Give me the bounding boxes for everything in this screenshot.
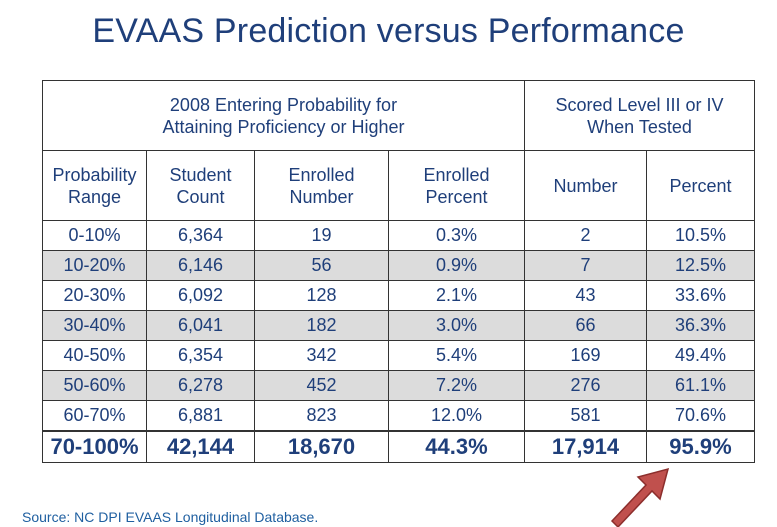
table-cell-range: 50-60% bbox=[42, 370, 147, 401]
table-cell-number: 66 bbox=[524, 310, 647, 341]
table-cell-range: 60-70% bbox=[42, 400, 147, 432]
table-cell-enr_num: 19 bbox=[254, 220, 389, 251]
table-cell-count: 6,092 bbox=[146, 280, 255, 311]
column-header-range: Probability Range bbox=[42, 150, 147, 221]
table-cell-enr_pct: 3.0% bbox=[388, 310, 525, 341]
table-cell-enr_pct: 0.3% bbox=[388, 220, 525, 251]
table-cell-range: 20-30% bbox=[42, 280, 147, 311]
column-header-percent: Percent bbox=[646, 150, 755, 221]
table-cell-range: 0-10% bbox=[42, 220, 147, 251]
probability-table: 2008 Entering Probability for Attaining P… bbox=[42, 80, 755, 463]
table-cell-enr_pct: 2.1% bbox=[388, 280, 525, 311]
table-cell-percent: 33.6% bbox=[646, 280, 755, 311]
source-note: Source: NC DPI EVAAS Longitudinal Databa… bbox=[22, 509, 319, 525]
column-header-row: Probability Range Student Count Enrolled Numb… bbox=[42, 150, 755, 221]
column-header-number: Number bbox=[524, 150, 647, 221]
table-cell-count: 6,881 bbox=[146, 400, 255, 432]
table-cell-count: 6,364 bbox=[146, 220, 255, 251]
column-header-enr_num: Enrolled Number bbox=[254, 150, 389, 221]
table-cell-range: 40-50% bbox=[42, 340, 147, 371]
table-cell-percent: 36.3% bbox=[646, 310, 755, 341]
table-cell-percent: 10.5% bbox=[646, 220, 755, 251]
table-cell-range: 70-100% bbox=[42, 430, 147, 463]
group-header-scored: Scored Level III or IV When Tested bbox=[524, 80, 755, 151]
page-title: EVAAS Prediction versus Performance bbox=[92, 12, 685, 50]
table-cell-number: 2 bbox=[524, 220, 647, 251]
table-cell-number: 7 bbox=[524, 250, 647, 281]
table-cell-percent: 49.4% bbox=[646, 340, 755, 371]
table-cell-count: 6,146 bbox=[146, 250, 255, 281]
table-row: 40-50% 6,354 342 5.4% 169 49.4% bbox=[42, 340, 755, 371]
table-cell-count: 42,144 bbox=[146, 430, 255, 463]
table-cell-number: 276 bbox=[524, 370, 647, 401]
table-cell-enr_pct: 5.4% bbox=[388, 340, 525, 371]
table-cell-enr_num: 182 bbox=[254, 310, 389, 341]
table-row: 30-40% 6,041 182 3.0% 66 36.3% bbox=[42, 310, 755, 341]
table-cell-enr_num: 18,670 bbox=[254, 430, 389, 463]
column-header-count: Student Count bbox=[146, 150, 255, 221]
table-cell-enr_pct: 0.9% bbox=[388, 250, 525, 281]
table-cell-enr_num: 56 bbox=[254, 250, 389, 281]
table-cell-count: 6,041 bbox=[146, 310, 255, 341]
table-cell-enr_pct: 12.0% bbox=[388, 400, 525, 432]
table-cell-count: 6,354 bbox=[146, 340, 255, 371]
table-row: 70-100% 42,144 18,670 44.3% 17,914 95.9% bbox=[42, 430, 755, 463]
table-cell-count: 6,278 bbox=[146, 370, 255, 401]
table-cell-range: 10-20% bbox=[42, 250, 147, 281]
table-row: 10-20% 6,146 56 0.9% 7 12.5% bbox=[42, 250, 755, 281]
table-row: 0-10% 6,364 19 0.3% 2 10.5% bbox=[42, 220, 755, 251]
table-cell-number: 169 bbox=[524, 340, 647, 371]
table-cell-enr_pct: 44.3% bbox=[388, 430, 525, 463]
table-cell-number: 581 bbox=[524, 400, 647, 432]
table-body: 0-10% 6,364 19 0.3% 2 10.5% 10-20% 6,146 56 0.9% 7… bbox=[42, 220, 755, 463]
table-cell-number: 43 bbox=[524, 280, 647, 311]
table-cell-percent: 95.9% bbox=[646, 430, 755, 463]
table-cell-enr_num: 128 bbox=[254, 280, 389, 311]
table-row: 60-70% 6,881 823 12.0% 581 70.6% bbox=[42, 400, 755, 432]
table-row: 20-30% 6,092 128 2.1% 43 33.6% bbox=[42, 280, 755, 311]
table-cell-enr_num: 342 bbox=[254, 340, 389, 371]
table-cell-enr_num: 823 bbox=[254, 400, 389, 432]
column-header-enr_pct: Enrolled Percent bbox=[388, 150, 525, 221]
table-cell-enr_num: 452 bbox=[254, 370, 389, 401]
table-cell-percent: 61.1% bbox=[646, 370, 755, 401]
arrow-up-right-icon bbox=[610, 467, 670, 527]
table-cell-percent: 12.5% bbox=[646, 250, 755, 281]
table-cell-range: 30-40% bbox=[42, 310, 147, 341]
table-cell-percent: 70.6% bbox=[646, 400, 755, 432]
table-cell-number: 17,914 bbox=[524, 430, 647, 463]
group-header-probability: 2008 Entering Probability for Attaining P… bbox=[42, 80, 525, 151]
table-row: 50-60% 6,278 452 7.2% 276 61.1% bbox=[42, 370, 755, 401]
table-cell-enr_pct: 7.2% bbox=[388, 370, 525, 401]
